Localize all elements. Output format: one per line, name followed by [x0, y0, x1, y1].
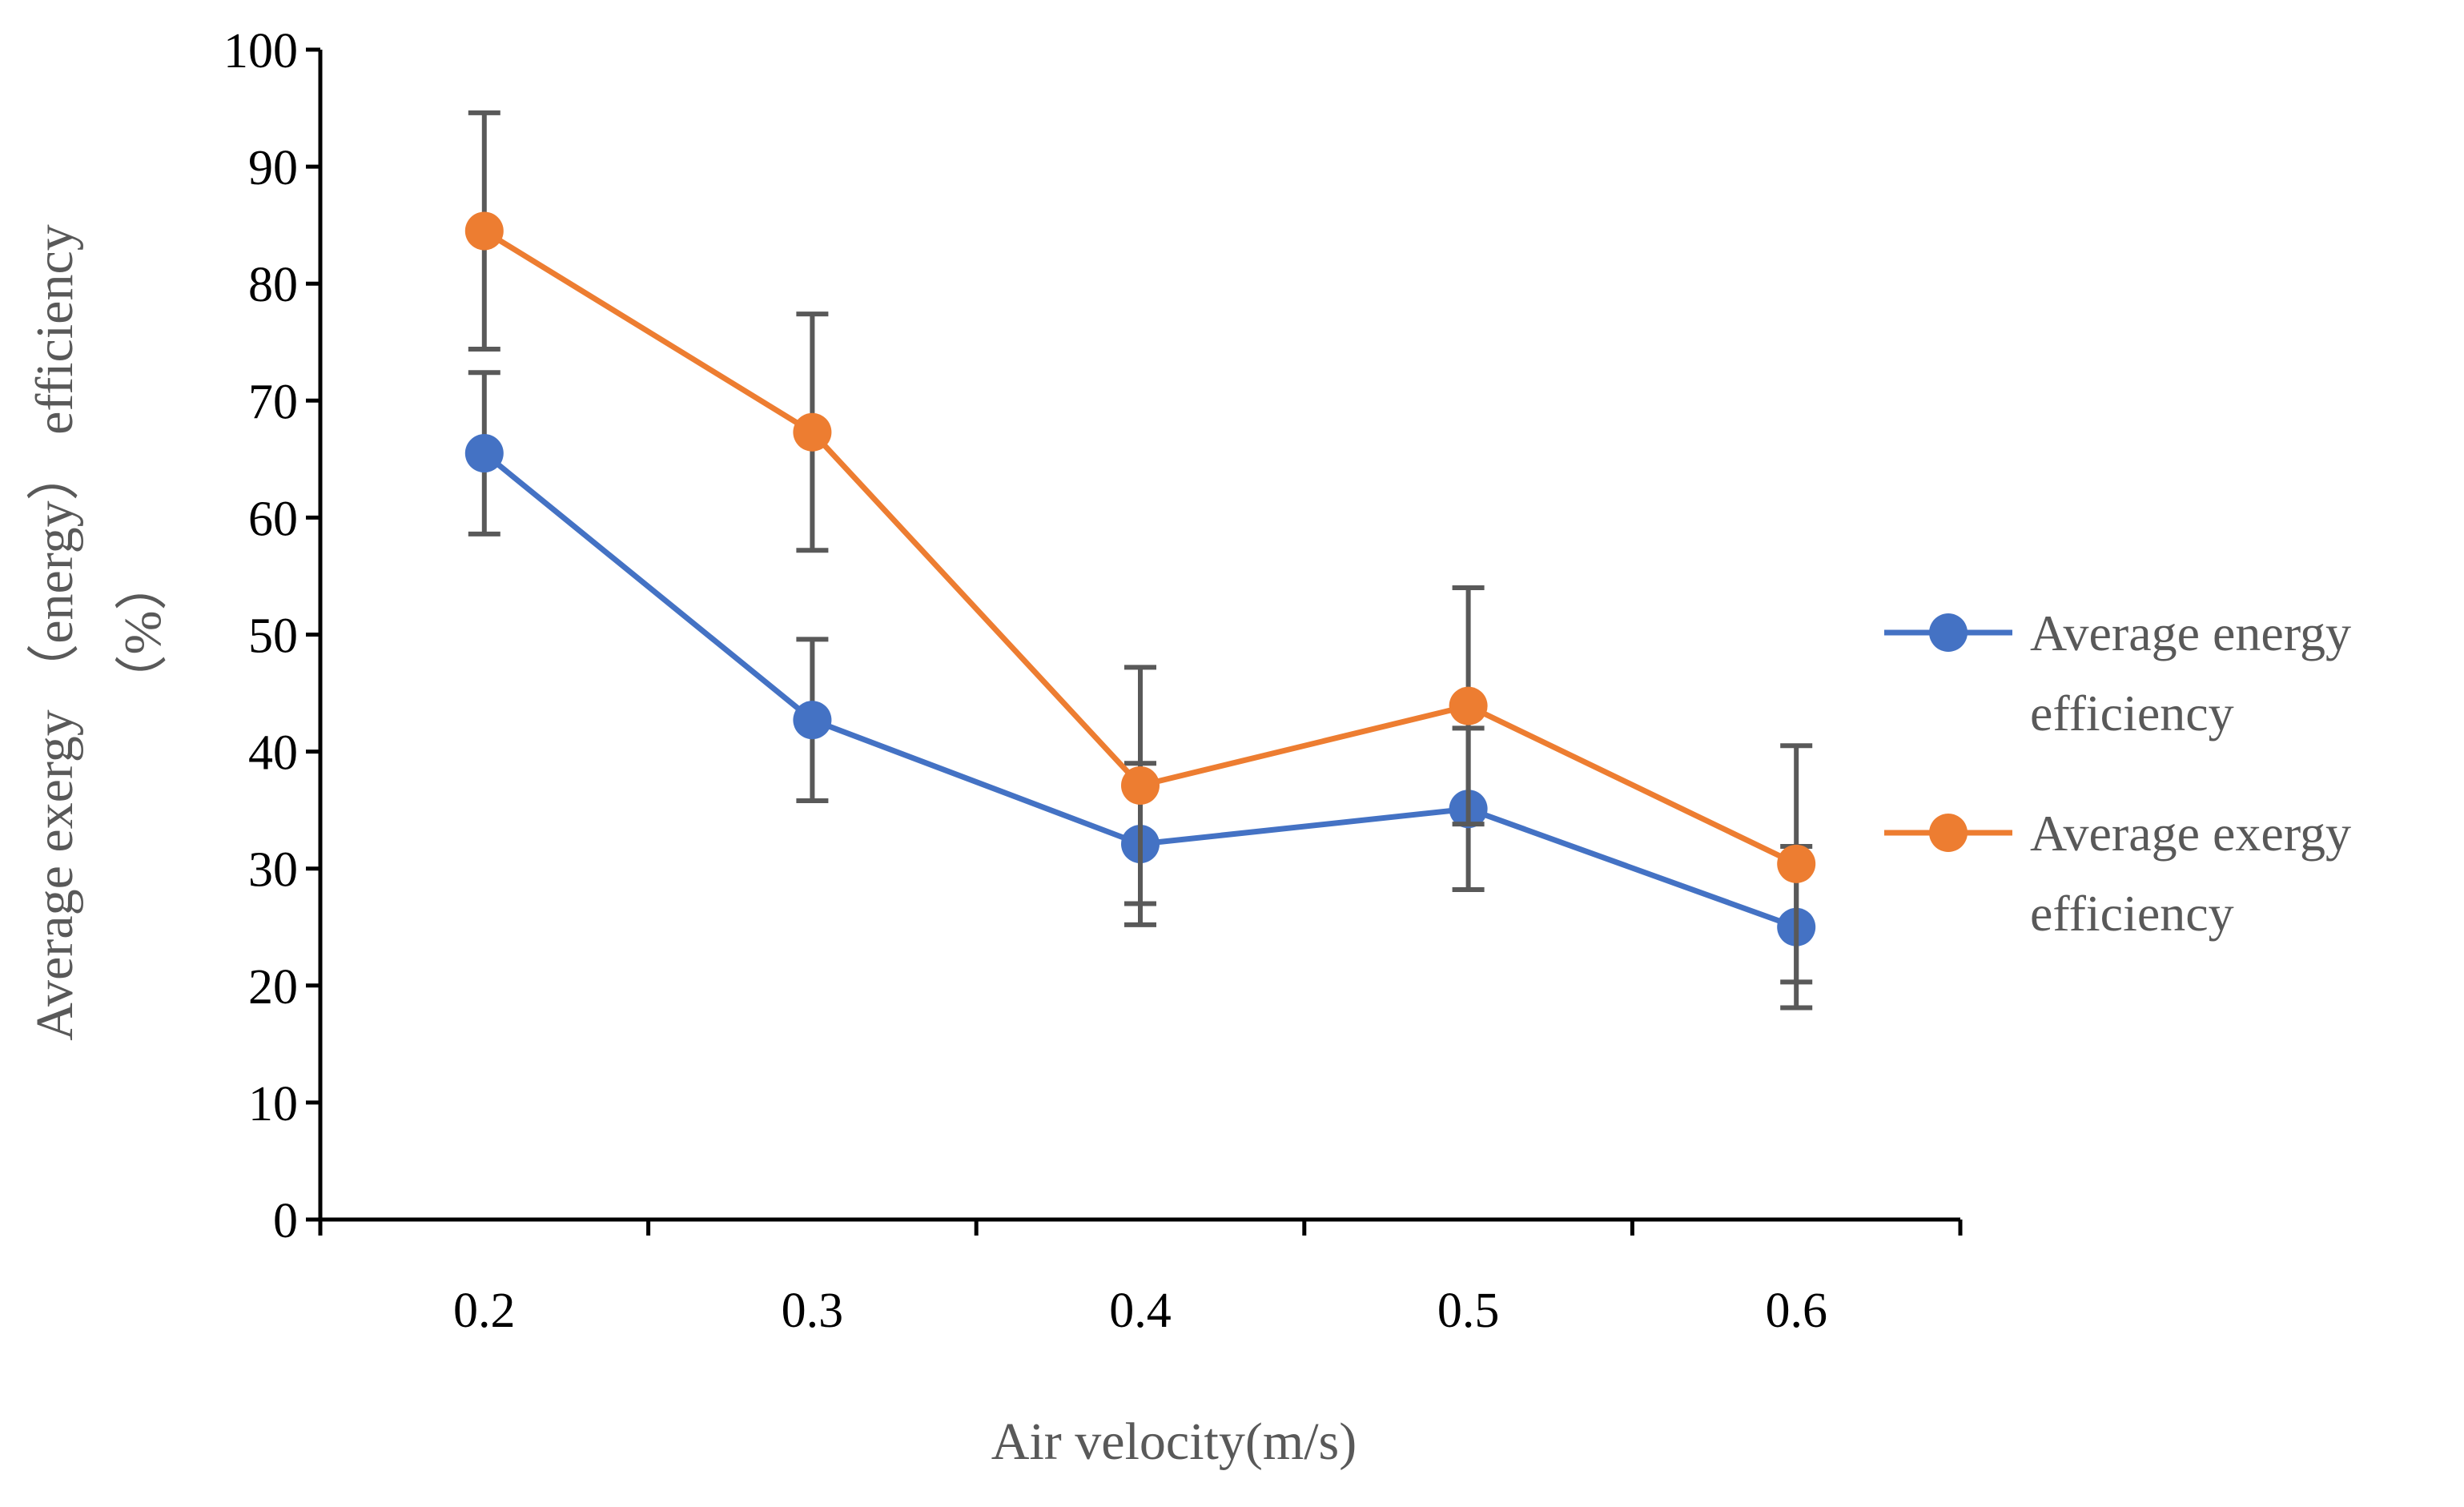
y-axis-title-unit: （%） [114, 558, 172, 708]
x-tick-label: 0.5 [1437, 1284, 1500, 1338]
data-point [793, 412, 832, 452]
legend-label: efficiency [2030, 685, 2234, 741]
legend-marker [1929, 814, 1968, 852]
legend-item-2: Average exergy efficiency [1884, 805, 2351, 942]
x-tick-label: 0.3 [782, 1284, 844, 1338]
data-point [793, 701, 832, 740]
data-point [1121, 766, 1160, 805]
x-tick-label: 0.2 [453, 1284, 516, 1338]
y-tick-label: 90 [248, 141, 298, 195]
series-2 [464, 110, 1816, 985]
y-tick-label: 30 [248, 843, 298, 898]
x-tick-label: 0.4 [1109, 1284, 1172, 1338]
x-axis-title: Air velocity(m/s) [991, 1413, 1357, 1471]
y-tick-label: 20 [248, 960, 298, 1015]
y-tick-label: 50 [248, 609, 298, 664]
y-tick-label: 0 [273, 1194, 298, 1248]
data-point [464, 211, 504, 251]
data-point [1777, 844, 1816, 883]
data-point [464, 434, 504, 473]
axes-layer: 0 10 20 30 40 50 60 70 80 90 100 0.2 0.3 0.4 0.5 0.6 [223, 24, 1963, 1338]
y-tick-label: 10 [248, 1077, 298, 1131]
legend-marker [1929, 613, 1968, 652]
y-tick-label: 100 [223, 24, 298, 78]
data-point [1449, 686, 1488, 725]
y-tick-label: 60 [248, 492, 298, 546]
legend-label: efficiency [2030, 885, 2234, 942]
series-layer [464, 110, 1816, 1011]
y-tick-label: 40 [248, 726, 298, 781]
y-axis-title: Average exergy （energy） efficiency [26, 224, 84, 1041]
legend: Average energy efficiency Average exergy ef… [1884, 605, 2351, 942]
x-tick-label: 0.6 [1765, 1284, 1827, 1338]
legend-label: Average exergy [2030, 805, 2351, 862]
legend-label: Average energy [2030, 605, 2351, 661]
y-tick-label: 80 [248, 258, 298, 312]
y-tick-label: 70 [248, 375, 298, 429]
legend-item-1: Average energy efficiency [1884, 605, 2351, 741]
